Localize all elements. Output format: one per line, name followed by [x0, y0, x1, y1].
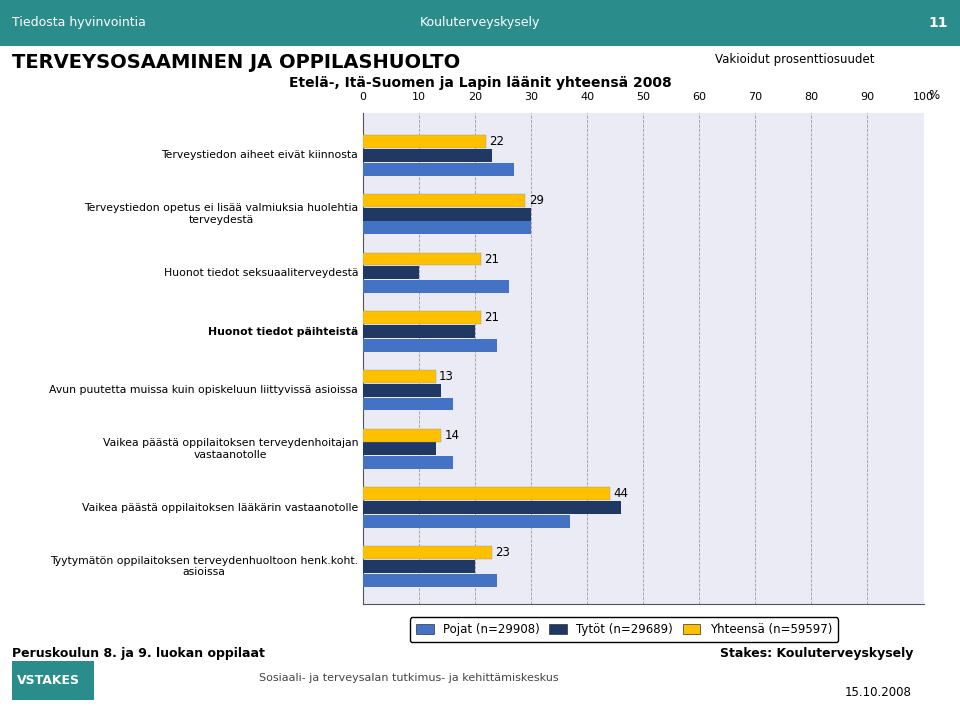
Text: 70: 70 — [748, 92, 762, 102]
Bar — [363, 515, 570, 528]
Text: Vakioidut prosenttiosuudet: Vakioidut prosenttiosuudet — [715, 53, 875, 66]
Bar — [363, 443, 436, 455]
Bar — [363, 456, 452, 469]
Text: Stakes: Kouluterveyskysely: Stakes: Kouluterveyskysely — [720, 647, 913, 660]
Text: 13: 13 — [439, 370, 454, 383]
Bar — [363, 149, 492, 162]
Text: 80: 80 — [804, 92, 819, 102]
Text: 90: 90 — [860, 92, 875, 102]
Text: 44: 44 — [612, 487, 628, 501]
Bar — [363, 397, 452, 411]
Text: Huonot tiedot seksuaaliterveydestä: Huonot tiedot seksuaaliterveydestä — [163, 268, 358, 278]
Bar — [363, 221, 531, 234]
Text: Etelä-, Itä-Suomen ja Lapin läänit yhteensä 2008: Etelä-, Itä-Suomen ja Lapin läänit yhtee… — [289, 76, 671, 90]
Text: TERVEYSOSAAMINEN JA OPPILASHUOLTO: TERVEYSOSAAMINEN JA OPPILASHUOLTO — [12, 53, 461, 72]
Bar — [363, 487, 610, 501]
Bar — [363, 135, 486, 148]
Text: 22: 22 — [490, 135, 505, 148]
Text: Peruskoulun 8. ja 9. luokan oppilaat: Peruskoulun 8. ja 9. luokan oppilaat — [12, 647, 265, 660]
Text: 10: 10 — [412, 92, 426, 102]
Text: 23: 23 — [495, 546, 510, 559]
Text: 11: 11 — [928, 16, 948, 30]
Text: 21: 21 — [484, 252, 499, 266]
Text: Huonot tiedot päihteistä: Huonot tiedot päihteistä — [207, 327, 358, 337]
Bar — [363, 325, 475, 338]
Text: Avun puutetta muissa kuin opiskeluun liittyvissä asioissa: Avun puutetta muissa kuin opiskeluun lii… — [49, 385, 358, 395]
Bar — [363, 194, 525, 206]
Text: Sosiaali- ja terveysalan tutkimus- ja kehittämiskeskus: Sosiaali- ja terveysalan tutkimus- ja ke… — [259, 673, 559, 683]
Text: 15.10.2008: 15.10.2008 — [845, 686, 912, 699]
Text: 20: 20 — [468, 92, 482, 102]
Text: 14: 14 — [444, 428, 460, 442]
Text: 30: 30 — [524, 92, 538, 102]
Text: Vaikea päästä oppilaitoksen terveydenhoitajan
vastaanotolle: Vaikea päästä oppilaitoksen terveydenhoi… — [103, 438, 358, 460]
Bar — [363, 311, 481, 325]
Text: 21: 21 — [484, 311, 499, 325]
Bar — [363, 208, 531, 221]
Legend: Pojat (n=29908), Tytöt (n=29689), Yhteensä (n=59597): Pojat (n=29908), Tytöt (n=29689), Yhteen… — [410, 617, 838, 642]
Text: VSTAKES: VSTAKES — [17, 674, 81, 686]
Text: Vaikea päästä oppilaitoksen lääkärin vastaanotolle: Vaikea päästä oppilaitoksen lääkärin vas… — [82, 503, 358, 513]
Text: %: % — [928, 89, 940, 102]
Text: Kouluterveyskysely: Kouluterveyskysely — [420, 16, 540, 29]
Text: 50: 50 — [636, 92, 650, 102]
Bar — [363, 280, 509, 293]
Text: Tyytymätön oppilaitoksen terveydenhuoltoon henk.koht.
asioissa: Tyytymätön oppilaitoksen terveydenhuolto… — [50, 556, 358, 577]
Bar — [363, 370, 436, 383]
Bar — [363, 267, 419, 279]
Text: 29: 29 — [529, 194, 543, 207]
Bar — [363, 560, 475, 573]
Bar — [363, 573, 497, 587]
Bar — [363, 428, 442, 442]
Text: 40: 40 — [580, 92, 594, 102]
Bar — [363, 384, 442, 397]
Bar — [363, 339, 497, 352]
Bar — [363, 252, 481, 265]
Text: Terveystiedon opetus ei lisää valmiuksia huolehtia
terveydestä: Terveystiedon opetus ei lisää valmiuksia… — [84, 204, 358, 225]
Bar — [363, 501, 621, 514]
Bar — [363, 163, 515, 175]
Text: 100: 100 — [913, 92, 934, 102]
Text: Terveystiedon aiheet eivät kiinnosta: Terveystiedon aiheet eivät kiinnosta — [161, 151, 358, 160]
Text: Tiedosta hyvinvointia: Tiedosta hyvinvointia — [12, 16, 146, 29]
Text: 0: 0 — [359, 92, 367, 102]
Bar — [363, 546, 492, 559]
Text: 60: 60 — [692, 92, 707, 102]
